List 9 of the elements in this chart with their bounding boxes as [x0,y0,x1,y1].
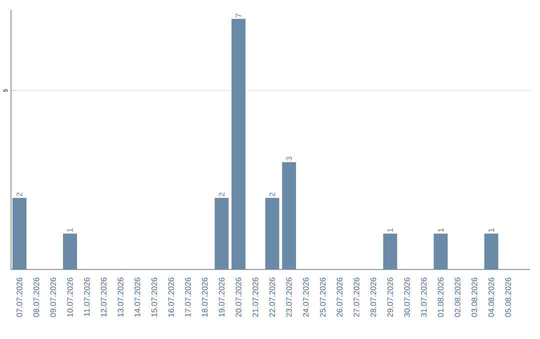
bar [265,198,280,270]
bar [383,234,398,270]
bar [434,234,448,270]
bar [282,162,296,270]
bar [63,234,77,270]
bar [232,18,246,270]
bar [484,234,498,270]
bar [12,198,26,270]
bar [214,198,229,270]
